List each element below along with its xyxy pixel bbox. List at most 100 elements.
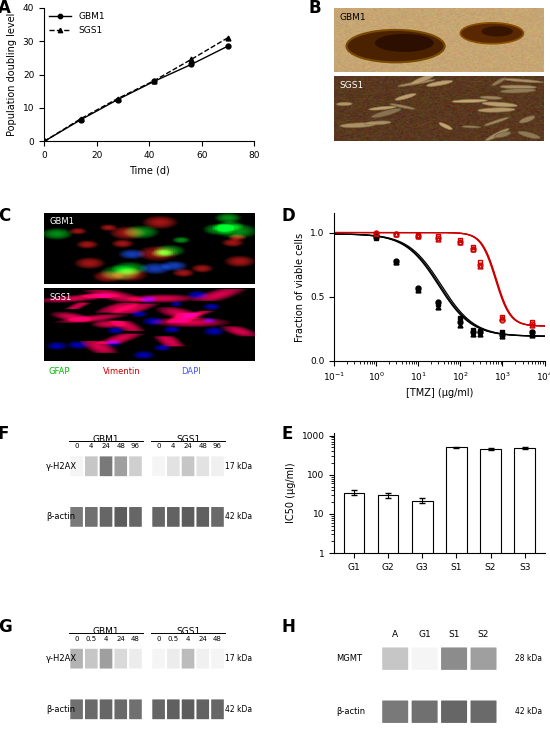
Ellipse shape [462, 126, 481, 128]
Line: GBM1: GBM1 [42, 44, 230, 144]
Text: C: C [0, 207, 10, 225]
Text: GBM1: GBM1 [50, 218, 75, 227]
Text: F: F [0, 425, 9, 444]
Ellipse shape [482, 102, 517, 107]
SGS1 Exp 3 [499, 314, 506, 323]
Text: SGS1: SGS1 [176, 435, 200, 444]
SGS1 [41, 137, 47, 146]
Text: 42 kDa: 42 kDa [225, 705, 252, 714]
Text: 4: 4 [186, 636, 190, 642]
Ellipse shape [411, 74, 435, 84]
Ellipse shape [500, 89, 536, 93]
GBM1 [188, 60, 195, 69]
Line: SGS1 Exp 1: SGS1 Exp 1 [374, 230, 534, 326]
SGS1 Exp 3 [470, 245, 476, 254]
Bar [344, 492, 364, 753]
Text: 4: 4 [89, 444, 94, 450]
FancyBboxPatch shape [470, 648, 497, 670]
FancyBboxPatch shape [70, 507, 83, 527]
X-axis label: Time (d): Time (d) [129, 166, 169, 175]
Ellipse shape [369, 106, 396, 110]
Text: 96: 96 [131, 444, 140, 450]
Text: γ-H2AX: γ-H2AX [46, 654, 77, 663]
GBM1 Exp 2 [499, 328, 506, 337]
FancyBboxPatch shape [114, 700, 127, 719]
FancyBboxPatch shape [382, 700, 408, 723]
FancyBboxPatch shape [70, 649, 83, 669]
Y-axis label: IC50 (µg/ml): IC50 (µg/ml) [286, 462, 296, 523]
SGS1 [78, 114, 84, 123]
Text: 48: 48 [213, 636, 222, 642]
Bar [514, 448, 535, 753]
GBM1 [151, 77, 158, 86]
FancyBboxPatch shape [100, 507, 112, 527]
Text: 24: 24 [102, 444, 111, 450]
GBM1 Exp 3 [477, 329, 484, 338]
Ellipse shape [519, 116, 535, 123]
GBM1 Exp 3 [529, 331, 535, 340]
Text: 42 kDa: 42 kDa [515, 707, 542, 716]
Text: E: E [282, 425, 293, 444]
FancyBboxPatch shape [85, 649, 98, 669]
Ellipse shape [460, 23, 524, 44]
Text: MGMT: MGMT [336, 654, 362, 663]
Text: S1: S1 [448, 630, 460, 639]
Text: 42 kDa: 42 kDa [225, 512, 252, 521]
SGS1 Exp 1 [435, 233, 442, 242]
Ellipse shape [427, 81, 453, 87]
FancyBboxPatch shape [211, 456, 224, 476]
SGS1 Exp 1 [415, 232, 422, 241]
Ellipse shape [518, 131, 540, 139]
FancyBboxPatch shape [114, 649, 127, 669]
Text: 0.5: 0.5 [86, 636, 97, 642]
Text: DAPI: DAPI [181, 367, 200, 376]
GBM1 Exp 1 [435, 297, 442, 306]
SGS1 [114, 94, 121, 103]
SGS1 Exp 1 [470, 245, 476, 254]
Text: GBM1: GBM1 [339, 13, 366, 22]
Ellipse shape [478, 108, 515, 112]
Text: β-actin: β-actin [46, 705, 75, 714]
Ellipse shape [390, 104, 415, 109]
Text: A: A [392, 630, 398, 639]
FancyBboxPatch shape [182, 507, 194, 527]
SGS1 Exp 1 [373, 228, 380, 237]
SGS1 Exp 2 [477, 258, 484, 267]
SGS1 [225, 33, 232, 42]
SGS1 Exp 1 [499, 316, 506, 325]
SGS1 Exp 3 [373, 228, 380, 237]
GBM1 Exp 3 [393, 258, 400, 267]
GBM1 Exp 3 [435, 303, 442, 312]
Text: SGS1: SGS1 [50, 292, 72, 301]
Text: SGS1: SGS1 [339, 81, 364, 90]
Text: D: D [282, 207, 295, 225]
FancyBboxPatch shape [114, 507, 127, 527]
Text: β-actin: β-actin [46, 512, 75, 521]
FancyBboxPatch shape [196, 700, 209, 719]
Text: A: A [0, 0, 10, 17]
FancyBboxPatch shape [211, 507, 224, 527]
Text: 28 kDa: 28 kDa [515, 654, 542, 663]
Text: H: H [282, 617, 295, 636]
Ellipse shape [494, 132, 511, 138]
SGS1 Exp 2 [499, 312, 506, 322]
GBM1 Exp 3 [415, 285, 422, 294]
Text: Vimentin: Vimentin [103, 367, 141, 376]
GBM1 Exp 1 [470, 328, 476, 337]
Text: S2: S2 [478, 630, 489, 639]
Text: 0.5: 0.5 [168, 636, 179, 642]
Text: 0: 0 [156, 636, 161, 642]
GBM1 Exp 1 [415, 283, 422, 292]
SGS1 Exp 1 [457, 237, 464, 246]
Text: γ-H2AX: γ-H2AX [46, 462, 77, 471]
GBM1 Exp 2 [457, 314, 464, 323]
SGS1 [151, 76, 158, 85]
Line: SGS1 Exp 3: SGS1 Exp 3 [374, 230, 534, 328]
SGS1 Exp 2 [529, 318, 535, 327]
Ellipse shape [337, 102, 352, 105]
Ellipse shape [502, 78, 543, 83]
FancyBboxPatch shape [470, 700, 497, 723]
SGS1 Exp 2 [457, 236, 464, 245]
SGS1 Exp 3 [415, 232, 422, 241]
FancyBboxPatch shape [441, 648, 467, 670]
